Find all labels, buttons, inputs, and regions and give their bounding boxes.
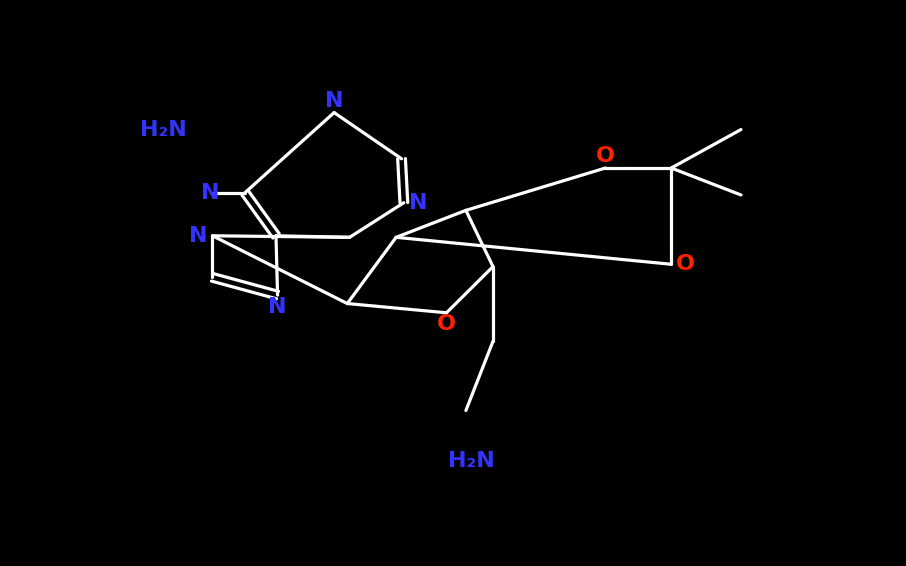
Text: H₂N: H₂N bbox=[448, 451, 495, 470]
Text: O: O bbox=[596, 147, 615, 166]
Text: O: O bbox=[437, 314, 456, 335]
Text: N: N bbox=[201, 183, 219, 203]
Text: N: N bbox=[325, 91, 343, 111]
Text: N: N bbox=[189, 226, 207, 246]
Text: N: N bbox=[268, 297, 287, 316]
Text: N: N bbox=[409, 192, 427, 213]
Text: H₂N: H₂N bbox=[140, 119, 187, 140]
Text: O: O bbox=[676, 254, 695, 275]
